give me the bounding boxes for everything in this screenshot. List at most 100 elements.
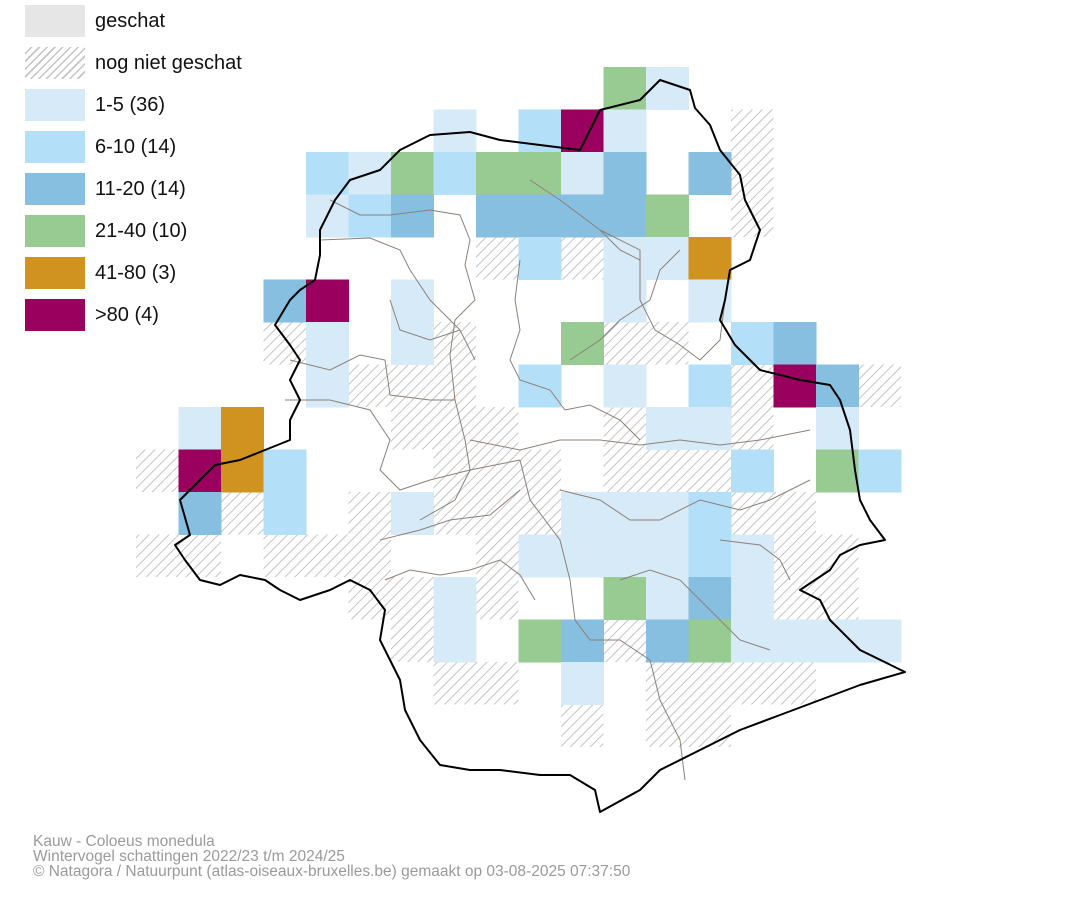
map-cell-c3 [603, 152, 647, 195]
municipality-border [389, 299, 461, 341]
map-cell-c1 [391, 322, 434, 365]
map-cell-c1 [773, 619, 817, 663]
map-cell-c2 [348, 194, 392, 238]
municipality-border [719, 539, 791, 581]
map-cell-not-estimated [858, 364, 901, 407]
map-cell-not-estimated [603, 449, 646, 492]
map-cell-c1 [561, 534, 604, 578]
municipality-border [659, 699, 686, 781]
map-cell-not-estimated [773, 492, 816, 535]
map-cell-c5 [221, 449, 264, 493]
map-cell-c1 [646, 534, 689, 578]
map-cell-not-estimated [433, 322, 476, 365]
legend-item-not-estimated: nog niet geschat [25, 47, 325, 79]
map-cell-not-estimated [688, 704, 731, 747]
map-cell-c4 [476, 152, 519, 195]
map-cell-not-estimated [433, 492, 476, 535]
map-cell-not-estimated [773, 534, 816, 577]
map-cell-c4 [688, 619, 732, 663]
map-cell-not-estimated [603, 619, 646, 662]
map-cell-c3 [391, 194, 434, 238]
map-cell-not-estimated [603, 407, 646, 450]
municipality-border [384, 559, 536, 601]
map-cell-c3 [178, 492, 222, 535]
municipality-border [559, 479, 811, 521]
legend-swatch [25, 215, 85, 247]
legend-swatch-hatched [25, 47, 85, 79]
map-cell-c3 [773, 322, 817, 365]
legend-swatch [25, 5, 85, 37]
map-cell-c2 [263, 492, 307, 535]
map-cell-c1 [433, 109, 477, 153]
map-cell-not-estimated [221, 492, 264, 535]
map-cell-not-estimated [476, 577, 519, 620]
legend-label: 41-80 (3) [95, 262, 177, 284]
map-cell-not-estimated [688, 449, 731, 492]
map-cell-c3 [518, 194, 562, 238]
map-cell-c1 [731, 577, 774, 620]
not-estimated-cells [136, 109, 901, 747]
map-cell-c1 [306, 322, 349, 365]
map-cell-c2 [306, 152, 349, 195]
map-cell-c3 [603, 194, 647, 238]
map-cell-c1 [688, 407, 732, 450]
map-cell-not-estimated [263, 534, 306, 577]
legend-swatch [25, 299, 85, 331]
legend-item-21-40: 21-40 (10) [25, 215, 325, 247]
municipality-border [509, 259, 641, 441]
municipality-border [289, 354, 455, 401]
map-cell-c1 [603, 534, 647, 578]
estimate-cells [178, 67, 902, 705]
legend-swatch [25, 173, 85, 205]
map-cell-c1 [646, 237, 689, 280]
map-cell-not-estimated [433, 662, 476, 705]
map-cell-not-estimated [136, 534, 179, 577]
map-cell-not-estimated [348, 364, 391, 407]
map-cell-c1 [603, 109, 647, 153]
map-cell-c2 [433, 152, 477, 195]
map-cell-c2 [688, 492, 732, 535]
map-cell-c2 [858, 449, 902, 493]
map-cell-not-estimated [476, 662, 519, 705]
map-cell-c1 [433, 619, 477, 663]
map-cell-not-estimated [391, 407, 434, 450]
map-cell-not-estimated [433, 407, 476, 450]
map-cell-not-estimated [731, 109, 774, 152]
map-cell-c4 [518, 152, 562, 195]
map-cell-c4 [561, 322, 604, 365]
map-cell-c4 [646, 194, 689, 238]
map-cell-c3 [688, 577, 732, 620]
map-cell-not-estimated [136, 449, 179, 492]
map-cell-c3 [561, 194, 604, 238]
map-cell-c1 [561, 662, 604, 705]
legend-item-over-80: >80 (4) [25, 299, 325, 331]
map-cell-not-estimated [476, 237, 519, 280]
map-cell-c3 [561, 619, 604, 663]
municipality-border [469, 429, 811, 451]
municipality-border [379, 489, 521, 541]
map-cell-c4 [518, 619, 562, 663]
legend-item-estimated: geschat [25, 5, 325, 37]
map-cell-c1 [731, 619, 774, 663]
map-cell-c6 [178, 449, 222, 493]
legend-label: nog niet geschat [95, 52, 242, 74]
legend-label: 6-10 (14) [95, 136, 177, 158]
legend-swatch [25, 131, 85, 163]
map-cell-not-estimated [476, 492, 519, 535]
map-cell-c3 [263, 279, 307, 323]
map-cell-c4 [816, 449, 859, 493]
map-cell-c6 [306, 279, 349, 323]
map-cell-not-estimated [646, 662, 689, 705]
map-cell-not-estimated [731, 492, 774, 535]
legend-item-6-10: 6-10 (14) [25, 131, 325, 163]
municipality-border [419, 209, 476, 521]
legend-label: 11-20 (14) [95, 178, 186, 200]
map-cell-not-estimated [646, 704, 689, 747]
map-cell-not-estimated [816, 534, 859, 577]
legend-item-41-80: 41-80 (3) [25, 257, 325, 289]
map-cell-not-estimated [476, 534, 519, 577]
map-cell-c1 [858, 619, 902, 663]
copyright-credit: © Natagora / Natuurpunt (atlas-oiseaux-b… [33, 863, 631, 880]
map-cell-not-estimated [348, 492, 391, 535]
